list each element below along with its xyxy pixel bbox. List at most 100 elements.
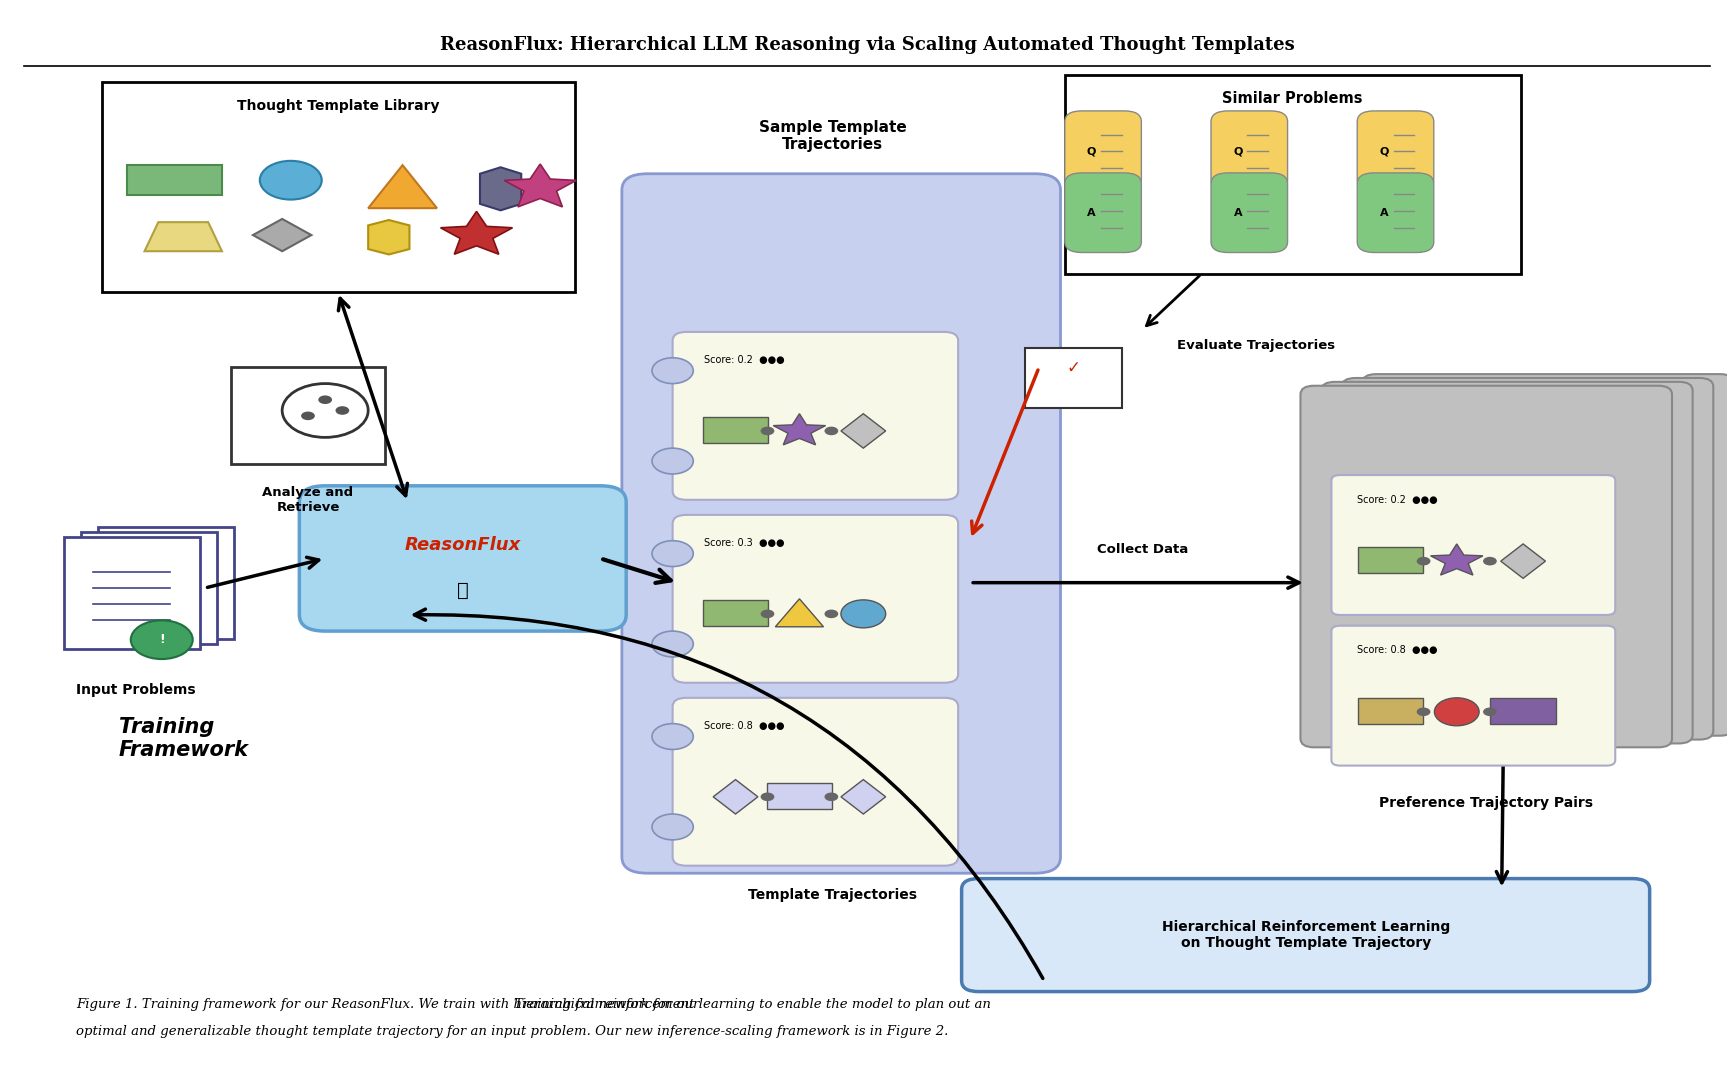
Circle shape xyxy=(652,814,694,840)
Circle shape xyxy=(652,358,694,384)
Circle shape xyxy=(260,161,323,199)
Text: !: ! xyxy=(160,633,165,646)
Text: optimal and generalizable thought template trajectory for an input problem. Our : optimal and generalizable thought templa… xyxy=(76,1025,948,1038)
FancyBboxPatch shape xyxy=(1332,475,1616,615)
Text: Hierarchical Reinforcement Learning
on Thought Template Trajectory: Hierarchical Reinforcement Learning on T… xyxy=(1162,920,1450,950)
Text: Evaluate Trajectories: Evaluate Trajectories xyxy=(1177,339,1335,352)
FancyBboxPatch shape xyxy=(1332,626,1616,765)
Circle shape xyxy=(1483,707,1496,716)
FancyBboxPatch shape xyxy=(673,332,959,500)
Circle shape xyxy=(652,541,694,567)
FancyBboxPatch shape xyxy=(99,526,234,639)
Circle shape xyxy=(824,609,838,618)
FancyBboxPatch shape xyxy=(1358,547,1424,573)
Circle shape xyxy=(652,631,694,657)
Text: Template Trajectories: Template Trajectories xyxy=(747,887,917,901)
FancyBboxPatch shape xyxy=(1491,698,1555,724)
Circle shape xyxy=(335,407,349,415)
Text: Score: 0.2  ●●●: Score: 0.2 ●●● xyxy=(704,355,784,365)
FancyBboxPatch shape xyxy=(1358,111,1434,191)
Polygon shape xyxy=(713,779,758,814)
Polygon shape xyxy=(253,219,312,251)
Text: Q: Q xyxy=(1379,146,1389,156)
FancyBboxPatch shape xyxy=(702,417,768,443)
Text: A: A xyxy=(1380,208,1389,218)
FancyBboxPatch shape xyxy=(1321,382,1692,743)
Text: 🔥: 🔥 xyxy=(456,581,468,600)
Circle shape xyxy=(761,426,775,435)
Text: Thought Template Library: Thought Template Library xyxy=(238,99,439,113)
Text: Score: 0.3  ●●●: Score: 0.3 ●●● xyxy=(704,537,784,548)
Polygon shape xyxy=(775,598,824,627)
FancyBboxPatch shape xyxy=(1210,111,1288,191)
FancyBboxPatch shape xyxy=(127,165,222,195)
Circle shape xyxy=(302,412,316,420)
Text: Q: Q xyxy=(1233,146,1243,156)
Polygon shape xyxy=(440,211,513,254)
Text: Training
Framework: Training Framework xyxy=(118,717,248,761)
Text: Sample Template
Trajectories: Sample Template Trajectories xyxy=(759,120,907,153)
Polygon shape xyxy=(841,779,886,814)
Circle shape xyxy=(1417,557,1431,566)
Polygon shape xyxy=(480,167,522,210)
Circle shape xyxy=(319,396,331,404)
Circle shape xyxy=(824,426,838,435)
FancyBboxPatch shape xyxy=(81,532,217,644)
FancyBboxPatch shape xyxy=(1358,698,1424,724)
Circle shape xyxy=(1483,557,1496,566)
Polygon shape xyxy=(1431,544,1483,576)
FancyBboxPatch shape xyxy=(962,879,1649,992)
FancyBboxPatch shape xyxy=(766,783,832,809)
FancyBboxPatch shape xyxy=(1342,378,1713,739)
Circle shape xyxy=(1434,698,1479,726)
FancyBboxPatch shape xyxy=(1363,374,1734,736)
FancyBboxPatch shape xyxy=(1358,173,1434,253)
Text: ReasonFlux: Hierarchical LLM Reasoning via Scaling Automated Thought Templates: ReasonFlux: Hierarchical LLM Reasoning v… xyxy=(440,36,1294,53)
FancyBboxPatch shape xyxy=(673,698,959,865)
Polygon shape xyxy=(841,414,886,448)
Text: A: A xyxy=(1087,208,1096,218)
Text: ✓: ✓ xyxy=(1066,359,1080,376)
FancyBboxPatch shape xyxy=(1300,386,1672,748)
Polygon shape xyxy=(1500,544,1545,579)
Polygon shape xyxy=(505,165,576,207)
FancyBboxPatch shape xyxy=(102,82,574,292)
Circle shape xyxy=(761,609,775,618)
FancyBboxPatch shape xyxy=(1025,348,1122,409)
Text: Q: Q xyxy=(1087,146,1096,156)
Text: Training framework for our: Training framework for our xyxy=(515,998,704,1012)
Circle shape xyxy=(652,448,694,474)
FancyBboxPatch shape xyxy=(1065,111,1141,191)
Circle shape xyxy=(761,792,775,801)
FancyBboxPatch shape xyxy=(702,600,768,626)
Text: Preference Trajectory Pairs: Preference Trajectory Pairs xyxy=(1379,797,1594,810)
FancyBboxPatch shape xyxy=(673,514,959,682)
Polygon shape xyxy=(368,220,409,254)
Text: Similar Problems: Similar Problems xyxy=(1222,90,1363,106)
Text: Score: 0.8  ●●●: Score: 0.8 ●●● xyxy=(1358,645,1437,655)
Circle shape xyxy=(130,620,192,659)
Text: Score: 0.2  ●●●: Score: 0.2 ●●● xyxy=(1358,495,1437,505)
FancyBboxPatch shape xyxy=(1065,75,1521,274)
FancyBboxPatch shape xyxy=(64,537,199,650)
Circle shape xyxy=(824,792,838,801)
Circle shape xyxy=(1417,707,1431,716)
Text: Score: 0.8  ●●●: Score: 0.8 ●●● xyxy=(704,720,784,730)
Text: Figure 1. Training framework for our ReasonFlux. We train with hierarchical rein: Figure 1. Training framework for our Rea… xyxy=(76,998,990,1012)
FancyBboxPatch shape xyxy=(623,173,1061,873)
Text: Analyze and
Retrieve: Analyze and Retrieve xyxy=(262,486,354,513)
Text: Input Problems: Input Problems xyxy=(76,682,196,697)
Polygon shape xyxy=(144,222,222,251)
Polygon shape xyxy=(368,165,437,208)
Polygon shape xyxy=(773,414,825,445)
Text: ReasonFlux: ReasonFlux xyxy=(404,536,520,554)
FancyBboxPatch shape xyxy=(1065,173,1141,253)
Circle shape xyxy=(841,600,886,628)
Circle shape xyxy=(652,724,694,750)
Text: Collect Data: Collect Data xyxy=(1096,543,1188,556)
FancyBboxPatch shape xyxy=(300,486,626,631)
FancyBboxPatch shape xyxy=(1210,173,1288,253)
Circle shape xyxy=(283,384,368,437)
Text: A: A xyxy=(1233,208,1242,218)
FancyBboxPatch shape xyxy=(231,367,385,464)
